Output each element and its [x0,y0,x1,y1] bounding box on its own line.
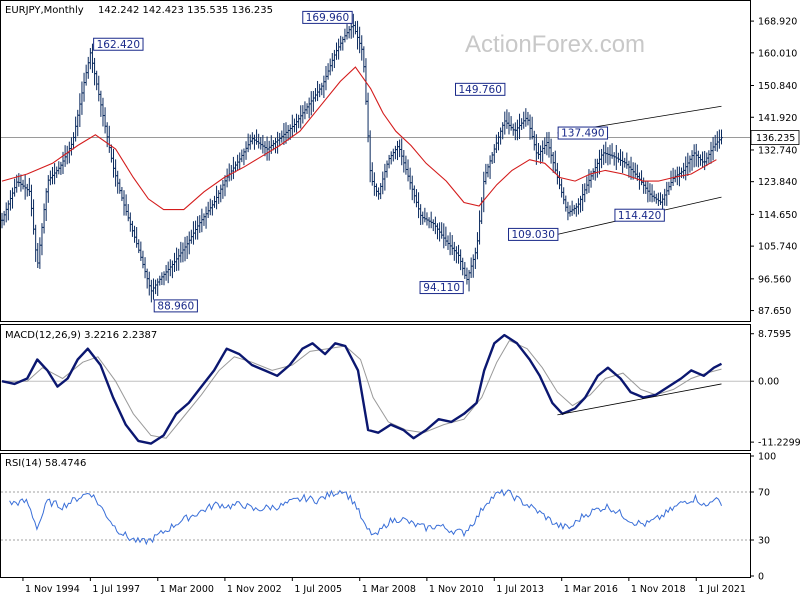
price-annotation: 149.760 [455,82,506,96]
x-tick-label: 1 Mar 2016 [564,584,618,595]
price-y-tick-label: 114.650 [758,210,797,221]
x-tick-label: 1 Nov 2002 [227,584,282,595]
price-y-tick-label: 168.920 [758,17,797,28]
axes: 168.920 160.010 150.840 141.920 132.740 123.8… [22,17,800,595]
annotation-label: 88.960 [157,300,194,312]
price-y-tick-label: 150.840 [758,81,797,92]
x-tick-label: 1 Jul 2005 [294,584,342,595]
rsi-y-tick-label: 30 [758,536,770,547]
annotation-label: 149.760 [458,84,501,96]
price-annotation: 169.960 [302,10,353,24]
x-tick-label: 1 Jul 1997 [92,584,140,595]
price-y-tick-label: 96.560 [758,274,791,285]
rsi-y-tick-label: 0 [758,572,764,583]
macd-y-tick-label: 0.00 [758,377,779,388]
price-annotation: 94.110 [419,281,464,295]
macd-trendline [557,383,722,416]
rsi-panel [0,453,751,578]
annotation-label: 94.110 [423,282,460,294]
rsi-y-tick-label: 70 [758,488,770,499]
x-tick-label: 1 Nov 2010 [429,584,484,595]
annotation-label: 137.490 [561,128,604,140]
price-y-tick-label: 141.920 [758,113,797,124]
rsi-y-tick-label: 100 [758,452,776,463]
x-tick-label: 1 Jul 2013 [496,584,544,595]
macd-plot [1,333,750,445]
annotation-box [153,299,198,313]
x-tick-label: 1 Mar 2008 [362,584,416,595]
rsi-line [9,488,722,546]
price-y-tick-label: 123.840 [758,177,797,188]
annotation-label: 114.420 [618,210,661,222]
watermark: ActionForex.com [465,31,645,58]
annotation-box [302,10,353,24]
price-ohlc-readout: 142.242 142.423 135.535 136.235 [98,5,273,16]
rsi-plot [1,488,750,546]
price-y-tick-label: 87.650 [758,306,791,317]
price-panel [0,0,751,322]
annotation-label: 109.030 [512,229,555,241]
price-y-tick-label: 160.010 [758,48,797,59]
macd-y-tick-label: 8.7595 [758,329,791,340]
macd-panel [0,324,751,451]
price-annotation: 162.420 [93,37,144,51]
price-plot: 162.420 169.960 88.960 149.760 137.490 94.110… [0,10,750,313]
price-annotation: 109.030 [508,227,559,241]
price-panel-title: EURJPY,Monthly [5,5,84,16]
macd-signal-line [2,339,722,439]
current-price-box [750,130,800,145]
annotation-label: 169.960 [306,12,349,24]
price-annotation: 88.960 [153,299,198,313]
x-tick-label: 1 Nov 2018 [631,584,686,595]
price-y-tick-label: 132.740 [758,145,797,156]
annotation-box [557,126,609,140]
annotation-box [614,208,665,222]
price-annotation: 114.420 [614,208,665,222]
macd-y-tick-label: -11.2299 [758,438,800,449]
macd-panel-title: MACD(12,26,9) 3.2216 2.2387 [5,330,157,341]
annotation-label: 162.420 [97,39,140,51]
annotation-box [419,281,464,295]
price-y-tick-label: 105.740 [758,242,797,253]
annotation-box [93,37,144,51]
annotation-box [508,227,559,241]
moving-average-line [1,66,717,211]
price-annotation: 137.490 [557,126,609,140]
x-tick-label: 1 Mar 2000 [160,584,214,595]
annotation-box [455,82,506,96]
macd-line [1,333,723,445]
x-tick-label: 1 Nov 1994 [25,584,80,595]
current-price-label: 136.235 [756,133,795,144]
x-tick-label: 1 Jul 2021 [698,584,746,595]
rsi-panel-title: RSI(14) 58.4746 [5,458,86,469]
